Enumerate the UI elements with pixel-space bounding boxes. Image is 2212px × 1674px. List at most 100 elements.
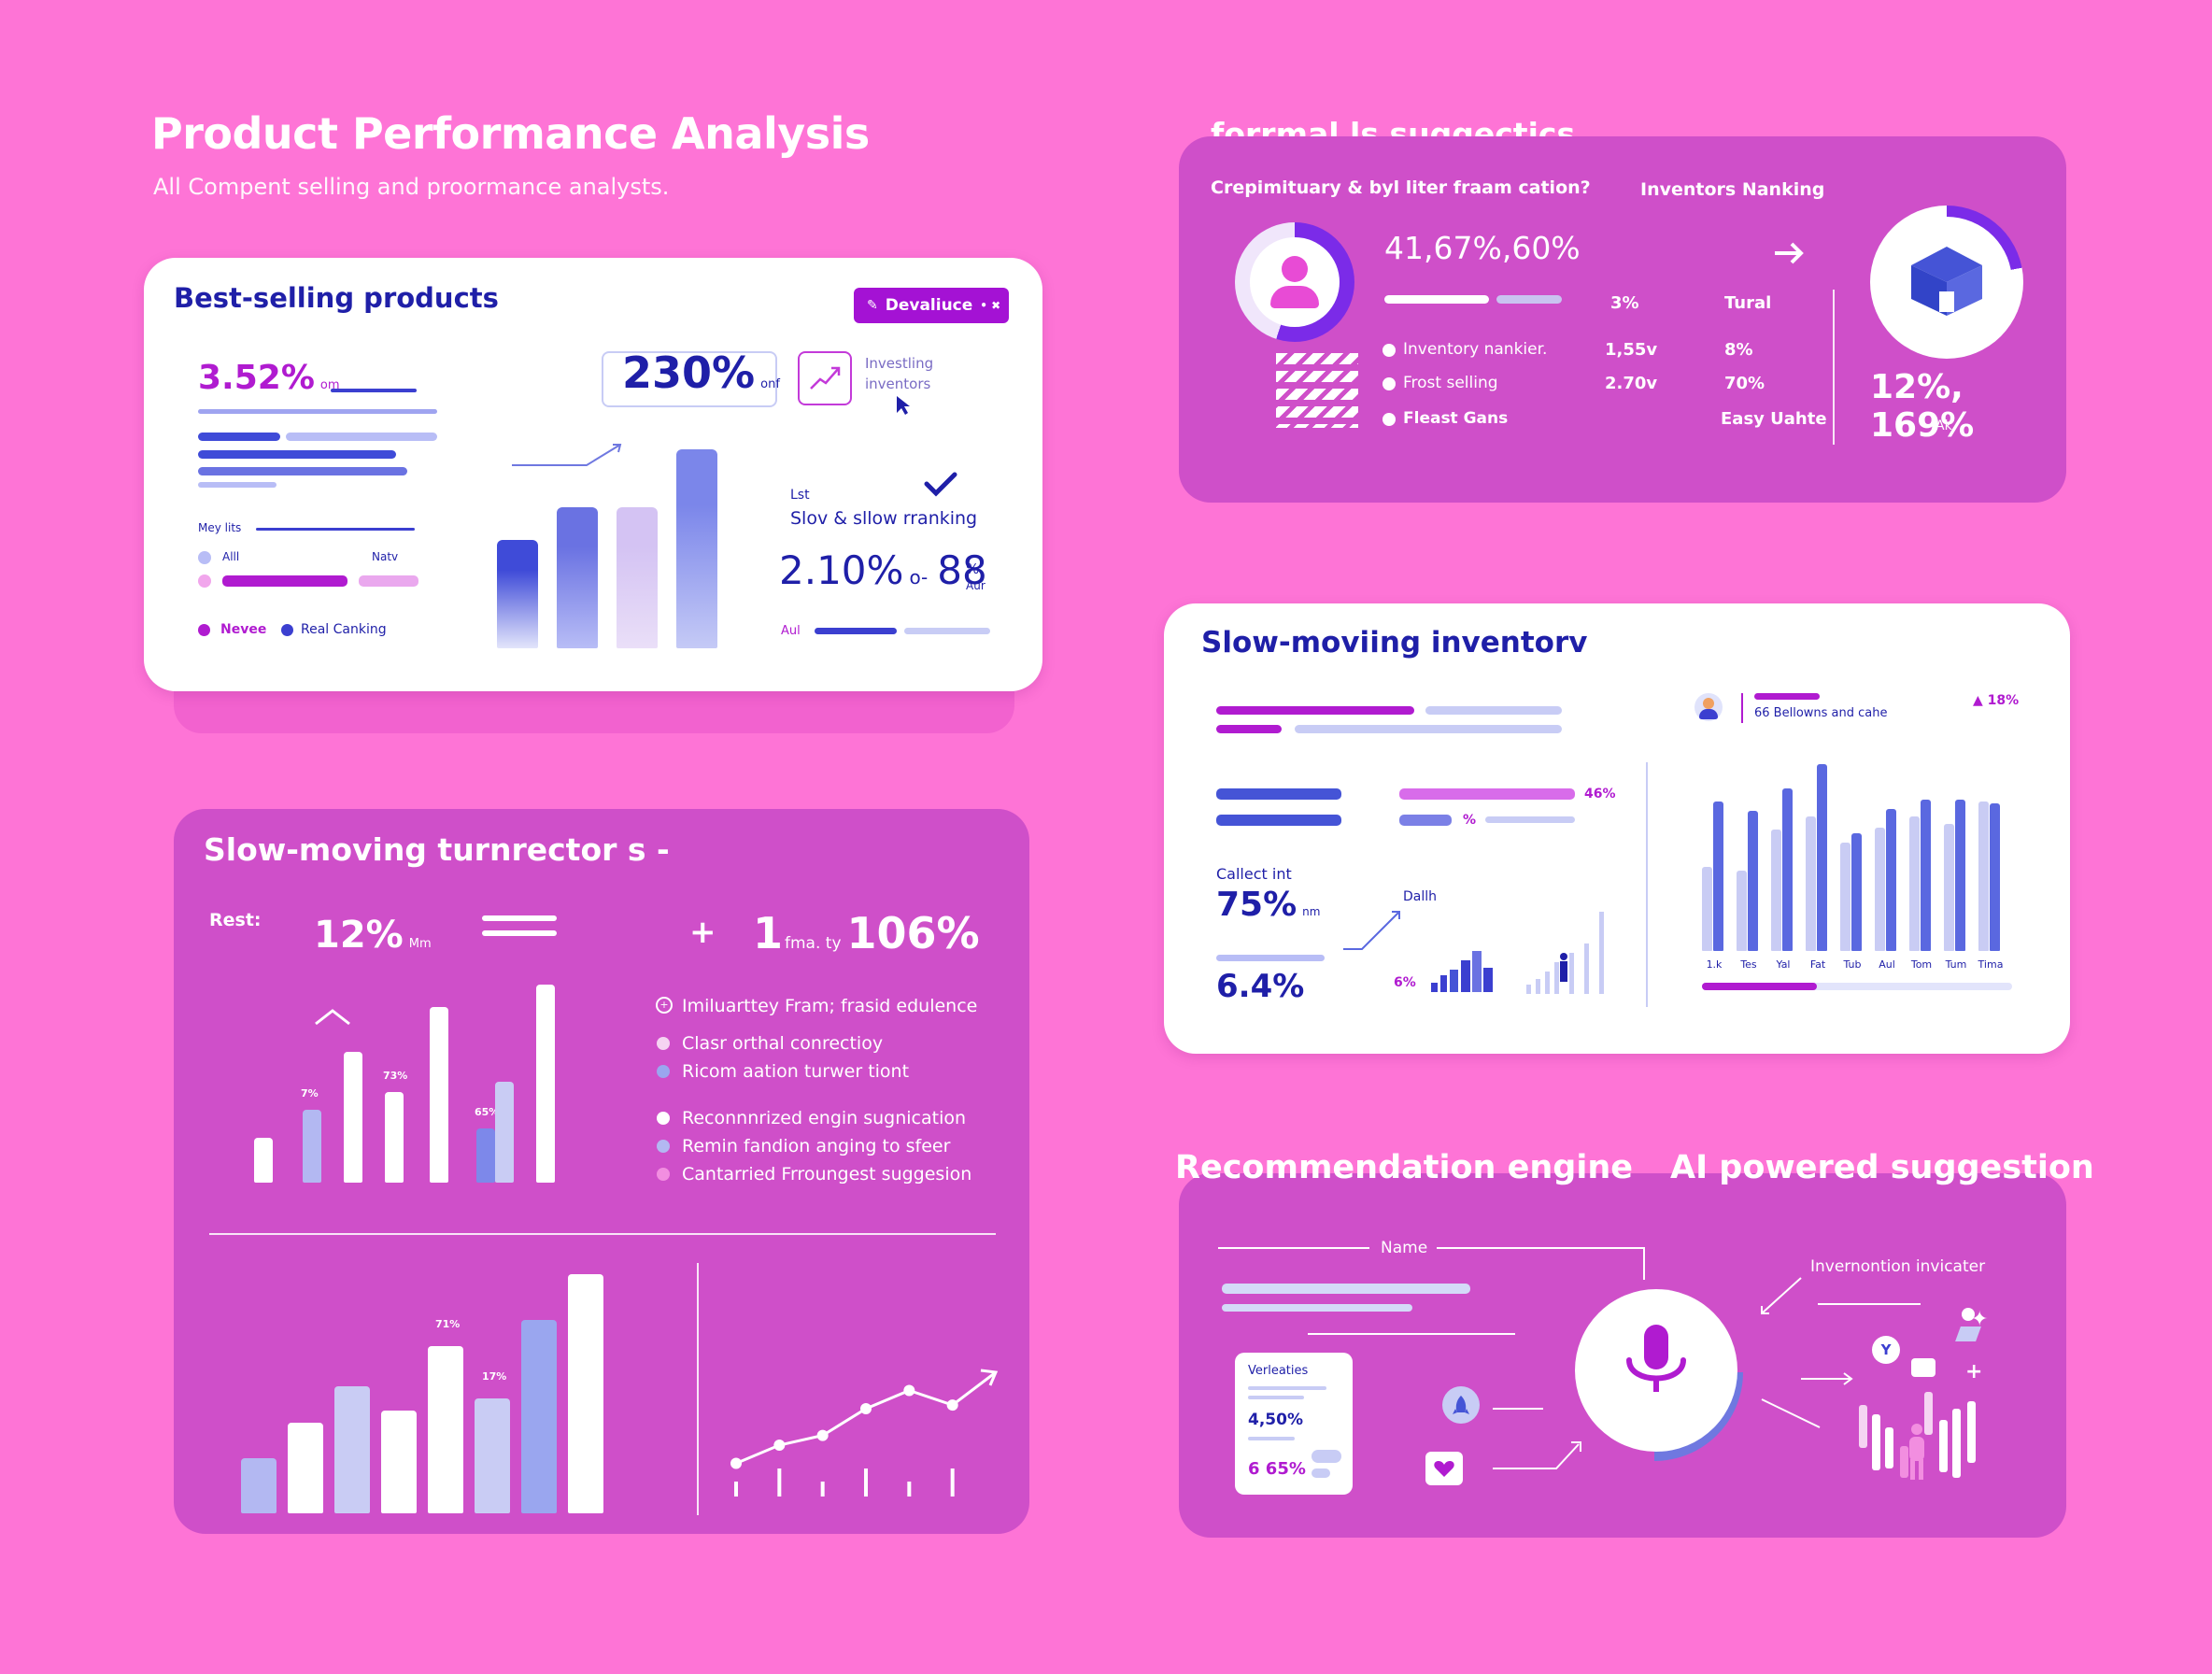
col-a-header: 3%	[1610, 293, 1639, 313]
bar	[344, 1052, 362, 1183]
list-label: Mey lits	[198, 521, 242, 534]
legend-line	[1754, 693, 1820, 700]
connector-lines	[1218, 1247, 1645, 1335]
ranking-label: Slov & sllow rranking	[790, 508, 978, 529]
text-placeholder	[1222, 1304, 1412, 1312]
inventors-ranking-title: Inventors Nanking	[1640, 179, 1825, 200]
row-value-b: 70%	[1724, 374, 1765, 393]
legend-nevee: Nevee	[220, 622, 267, 637]
cursor-icon	[897, 396, 910, 415]
vertex-card[interactable]: Verleaties 4,50% 6 65%	[1235, 1353, 1353, 1495]
rocket-badge[interactable]	[1442, 1386, 1480, 1424]
clock-icon	[1962, 1308, 1975, 1321]
tick-mark	[734, 1482, 738, 1497]
mini-bar-graphic	[1526, 912, 1604, 994]
collect-label: Callect int	[1216, 865, 1292, 883]
text-placeholder	[1216, 706, 1414, 715]
col-b-header: Tural	[1724, 293, 1772, 313]
bullet-dot	[657, 1140, 670, 1153]
connector-lines	[1761, 1277, 1921, 1428]
tick-label: Tum	[1945, 958, 1967, 971]
bar	[676, 449, 717, 648]
trend-up-icon	[810, 366, 841, 390]
vertex-title: Verleaties	[1248, 1364, 1309, 1378]
toggle-chip[interactable]	[1312, 1450, 1341, 1463]
big-stat: 230% onf	[622, 348, 780, 398]
text-placeholder	[1399, 815, 1452, 826]
bar	[1782, 788, 1793, 951]
legend-natv: Natv	[372, 550, 399, 563]
row-value-a: 2.70v	[1605, 374, 1658, 393]
bar	[1909, 816, 1920, 951]
investing-icon-box[interactable]	[798, 351, 852, 405]
checkmark-icon	[924, 472, 957, 497]
bar	[1817, 764, 1827, 951]
bar	[495, 1082, 514, 1183]
formal-big-stat: 41,67%,60%	[1384, 230, 1581, 266]
legend-all: Alll	[222, 550, 240, 563]
text-placeholder	[1248, 1396, 1304, 1399]
series-line	[735, 1370, 997, 1465]
bullet-dot	[657, 1168, 670, 1181]
text-placeholder	[286, 433, 437, 441]
tick-label: Tub	[1843, 958, 1862, 971]
row-value-b: Easy Uahte	[1721, 409, 1827, 429]
warehouse-icon	[1911, 247, 1982, 316]
ranking-pct: %	[966, 560, 980, 577]
trend-line	[1343, 911, 1400, 950]
inventory-bar-chart: 1.k Tes Yal Fat Tub Aul Tom Tum Tima	[1702, 764, 2029, 1018]
turnover-line-chart	[730, 1369, 999, 1497]
text-placeholder	[1216, 815, 1341, 826]
pct-sign: %	[1463, 813, 1477, 828]
bullet-dot	[657, 1112, 670, 1125]
aul-label: Aul	[781, 624, 801, 638]
progress-line	[222, 575, 347, 587]
y-badge: Y	[1872, 1336, 1900, 1364]
row-dot	[1382, 377, 1396, 390]
microphone-icon	[1626, 1325, 1686, 1392]
menu-line	[482, 915, 557, 921]
data-point	[730, 1457, 742, 1469]
turnover-bar-chart-top: 7% 73% 65%	[254, 981, 562, 1183]
turnover-title: Slow-moving turnrector s -	[204, 831, 670, 868]
big-stat-box	[602, 351, 777, 407]
text-placeholder	[198, 467, 407, 475]
bar-value-label: 65%	[475, 1106, 500, 1118]
bar	[303, 1110, 321, 1183]
stat-underline	[331, 389, 417, 392]
bar-value-label: 7%	[301, 1087, 319, 1099]
plus-sign: +	[689, 914, 716, 951]
data-point	[903, 1384, 915, 1397]
progress-line	[1496, 295, 1562, 304]
stat-main: 3.52% om	[198, 359, 340, 397]
tick-mark	[777, 1468, 782, 1497]
slow-inventory-card: Slow-moviing inventorv 46% % Callect int…	[1164, 603, 2070, 1054]
stat-a: 12% Mm	[314, 914, 432, 957]
tick-mark	[820, 1482, 825, 1497]
name-label: Name	[1381, 1239, 1428, 1257]
bar	[430, 1007, 448, 1183]
progress-fill	[1702, 983, 1817, 990]
row-label: Frost selling	[1403, 374, 1498, 392]
bar	[1955, 800, 1965, 951]
bar	[288, 1423, 323, 1513]
tick-label: Tom	[1910, 958, 1933, 971]
flame-icon: ▲	[1973, 693, 1983, 708]
toggle-chip[interactable]	[1312, 1468, 1330, 1478]
avatar	[1250, 237, 1340, 327]
heart-badge[interactable]	[1425, 1452, 1463, 1485]
bar	[1737, 871, 1747, 951]
devalue-button[interactable]: ✎ Devaliuce • ✖	[854, 288, 1009, 323]
arrow-head	[980, 1369, 999, 1386]
bar	[1990, 803, 2000, 951]
tick-label: Yal	[1776, 958, 1791, 971]
mic-button[interactable]	[1575, 1289, 1737, 1452]
legend-text: 66 Bellowns and cahe	[1754, 706, 1888, 720]
data-point	[773, 1440, 786, 1451]
bar	[568, 1274, 603, 1513]
horizontal-divider	[209, 1233, 996, 1235]
user-avatar-icon	[1694, 693, 1723, 721]
bar	[497, 540, 538, 648]
page-subtitle: All Compent selling and proormance analy…	[153, 174, 670, 200]
bar	[385, 1092, 404, 1183]
